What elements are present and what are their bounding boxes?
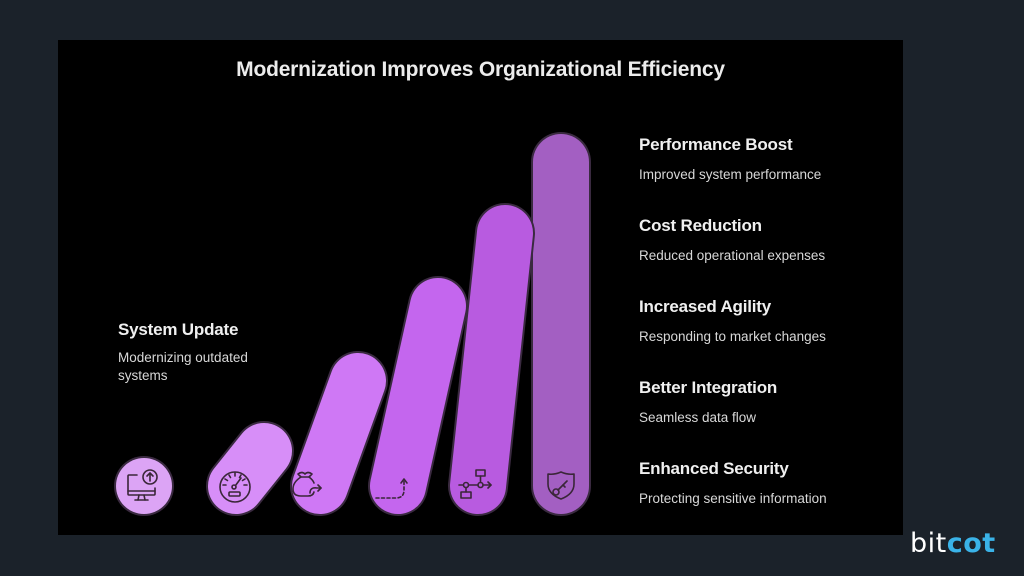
- bar-increased-agility: [368, 276, 468, 516]
- shield-key-icon: [547, 471, 575, 500]
- step-title: Enhanced Security: [639, 459, 789, 478]
- step-increased-agility: Increased Agility Responding to market c…: [639, 297, 899, 346]
- speedometer-icon: [219, 471, 251, 503]
- bar-cost-reduction: [290, 351, 388, 516]
- step-better-integration: Better Integration Seamless data flow: [639, 378, 899, 427]
- start-node-system-update: [114, 456, 174, 516]
- staircase-diagram: [114, 132, 591, 516]
- step-title: Increased Agility: [639, 297, 772, 316]
- step-description: Responding to market changes: [639, 329, 826, 344]
- left-label-title: System Update: [118, 320, 239, 339]
- step-description: Reduced operational expenses: [639, 248, 826, 263]
- step-description: Seamless data flow: [639, 410, 757, 425]
- step-description: Improved system performance: [639, 167, 822, 182]
- bar-performance-boost: [206, 421, 294, 516]
- step-description: Protecting sensitive information: [639, 491, 827, 506]
- dashed-arrow-icon: [375, 478, 408, 499]
- step-title: Cost Reduction: [639, 216, 762, 235]
- monitor-upload-icon: [127, 469, 158, 501]
- flowchart-icon: [458, 469, 492, 499]
- step-title: Performance Boost: [639, 135, 793, 154]
- step-title: Better Integration: [639, 378, 778, 397]
- step-performance-boost: Performance Boost Improved system perfor…: [639, 135, 899, 184]
- diagram-title: Modernization Improves Organizational Ef…: [236, 58, 725, 81]
- money-bag-icon: [292, 471, 322, 497]
- brand-logo: bitcot: [910, 528, 996, 559]
- brand-logo-part2: cot: [946, 528, 996, 559]
- left-label: System Update Modernizing outdated syste…: [118, 320, 288, 385]
- bar-better-integration: [448, 203, 535, 516]
- step-enhanced-security: Enhanced Security Protecting sensitive i…: [639, 459, 899, 508]
- left-label-description: Modernizing outdated systems: [118, 350, 248, 383]
- diagram-panel: Modernization Improves Organizational Ef…: [58, 40, 903, 535]
- brand-logo-part1: bit: [910, 528, 947, 559]
- step-cost-reduction: Cost Reduction Reduced operational expen…: [639, 216, 899, 265]
